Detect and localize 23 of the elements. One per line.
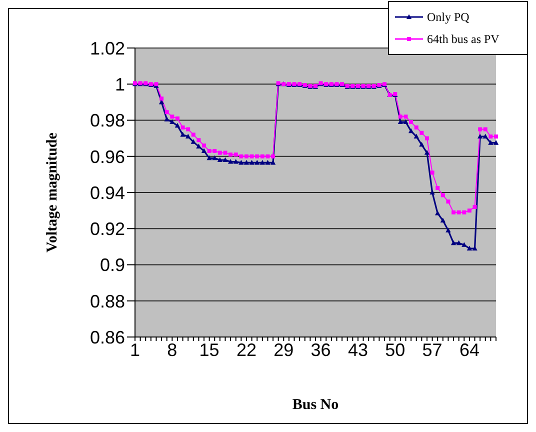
y-tick-label: 0.86	[90, 327, 125, 348]
y-tick-label: 0.94	[90, 182, 125, 203]
y-tick-label: 0.92	[90, 219, 125, 240]
x-tick-label: 22	[236, 340, 256, 360]
y-tick-label: 0.98	[90, 110, 125, 131]
y-tick-label: 0.9	[100, 255, 125, 276]
x-tick-label: 15	[199, 340, 220, 360]
y-axis-title: Voltage magnitude	[44, 132, 60, 252]
x-tick-label: 29	[274, 340, 294, 360]
x-axis-title: Bus No	[292, 397, 339, 413]
x-tick-label: 43	[348, 340, 368, 360]
y-tick-label: 0.88	[90, 291, 125, 312]
x-tick-label: 8	[167, 340, 178, 360]
x-tick-label: 1	[130, 340, 140, 360]
y-tick-label: 0.96	[90, 146, 125, 167]
y-tick-label: 1	[114, 74, 125, 95]
x-tick-label: 50	[385, 340, 406, 360]
legend-label: Only PQ	[427, 10, 470, 24]
y-tick-label: 1.02	[90, 38, 125, 58]
legend-label: 64th bus as PV	[427, 32, 500, 46]
x-tick-label: 64	[459, 340, 480, 360]
x-tick-label: 36	[310, 340, 331, 360]
x-tick-label: 57	[422, 340, 442, 360]
